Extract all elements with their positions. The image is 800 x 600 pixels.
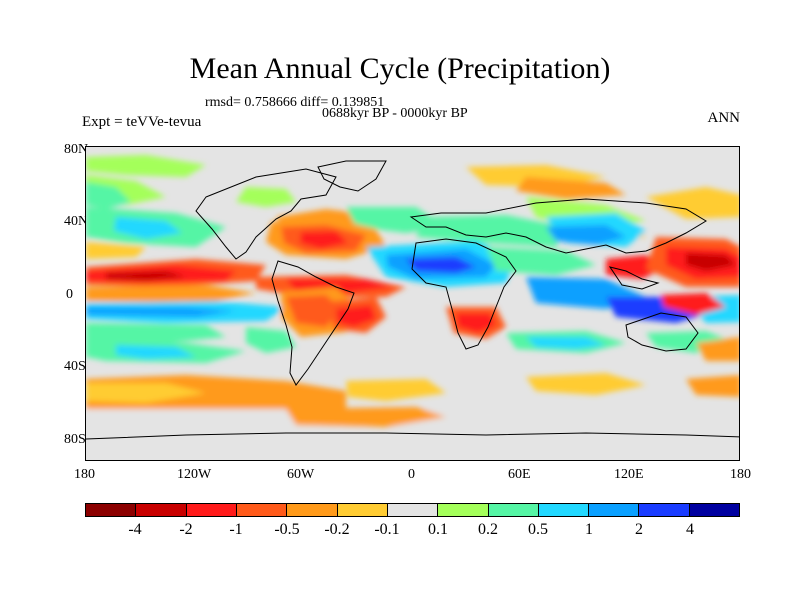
season-label: ANN — [707, 110, 741, 126]
colorbar-swatch — [589, 504, 640, 516]
colorbar-swatch — [86, 504, 137, 516]
map-field — [86, 155, 739, 440]
y-tick-label: 80S — [64, 432, 86, 447]
colorbar-swatch — [488, 504, 539, 516]
colorbar-label: -0.2 — [324, 521, 350, 538]
plot-title: Mean Annual Cycle (Precipitation) — [189, 52, 611, 85]
colorbar-swatch — [236, 504, 288, 516]
period-text: 0688kyr BP - 0000kyr BP — [322, 106, 468, 121]
colorbar-swatch — [689, 504, 740, 516]
x-tick-label: 120E — [614, 467, 644, 482]
y-tick-label: 80N — [64, 142, 89, 157]
x-tick-label: 60W — [287, 467, 315, 482]
y-tick-label: 0 — [66, 287, 73, 302]
x-tick-label: 180 — [730, 467, 751, 482]
colorbar-label: -4 — [128, 521, 142, 538]
colorbar-label: -2 — [179, 521, 193, 538]
colorbar-label: 4 — [686, 521, 694, 538]
x-tick-label: 120W — [177, 467, 212, 482]
x-tick-label: 60E — [508, 467, 531, 482]
colorbar-label: 0.5 — [528, 521, 548, 538]
colorbar-label: 1 — [585, 521, 593, 538]
precipitation-anomaly-map — [85, 146, 740, 461]
colorbar-swatch — [287, 504, 338, 516]
colorbar — [85, 503, 740, 517]
colorbar-swatch — [337, 504, 388, 516]
colorbar-label: -1 — [229, 521, 243, 538]
colorbar-swatch — [186, 504, 237, 516]
colorbar-swatch — [387, 504, 439, 516]
y-tick-label: 40N — [64, 214, 89, 229]
stats-text: rmsd= 0.758666 diff= 0.139851 — [205, 95, 385, 110]
colorbar-swatch — [538, 504, 590, 516]
colorbar-label: 2 — [635, 521, 643, 538]
colorbar-label: -0.1 — [374, 521, 400, 538]
colorbar-swatch — [438, 504, 489, 516]
x-tick-label: 180 — [74, 467, 95, 482]
colorbar-swatch — [639, 504, 690, 516]
colorbar-label: -0.5 — [274, 521, 300, 538]
colorbar-label: 0.2 — [478, 521, 498, 538]
colorbar-swatch — [136, 504, 187, 516]
y-tick-label: 40S — [64, 359, 86, 374]
colorbar-label: 0.1 — [428, 521, 448, 538]
x-tick-label: 0 — [408, 467, 415, 482]
experiment-label: Expt = teVVe-tevua — [82, 114, 202, 130]
